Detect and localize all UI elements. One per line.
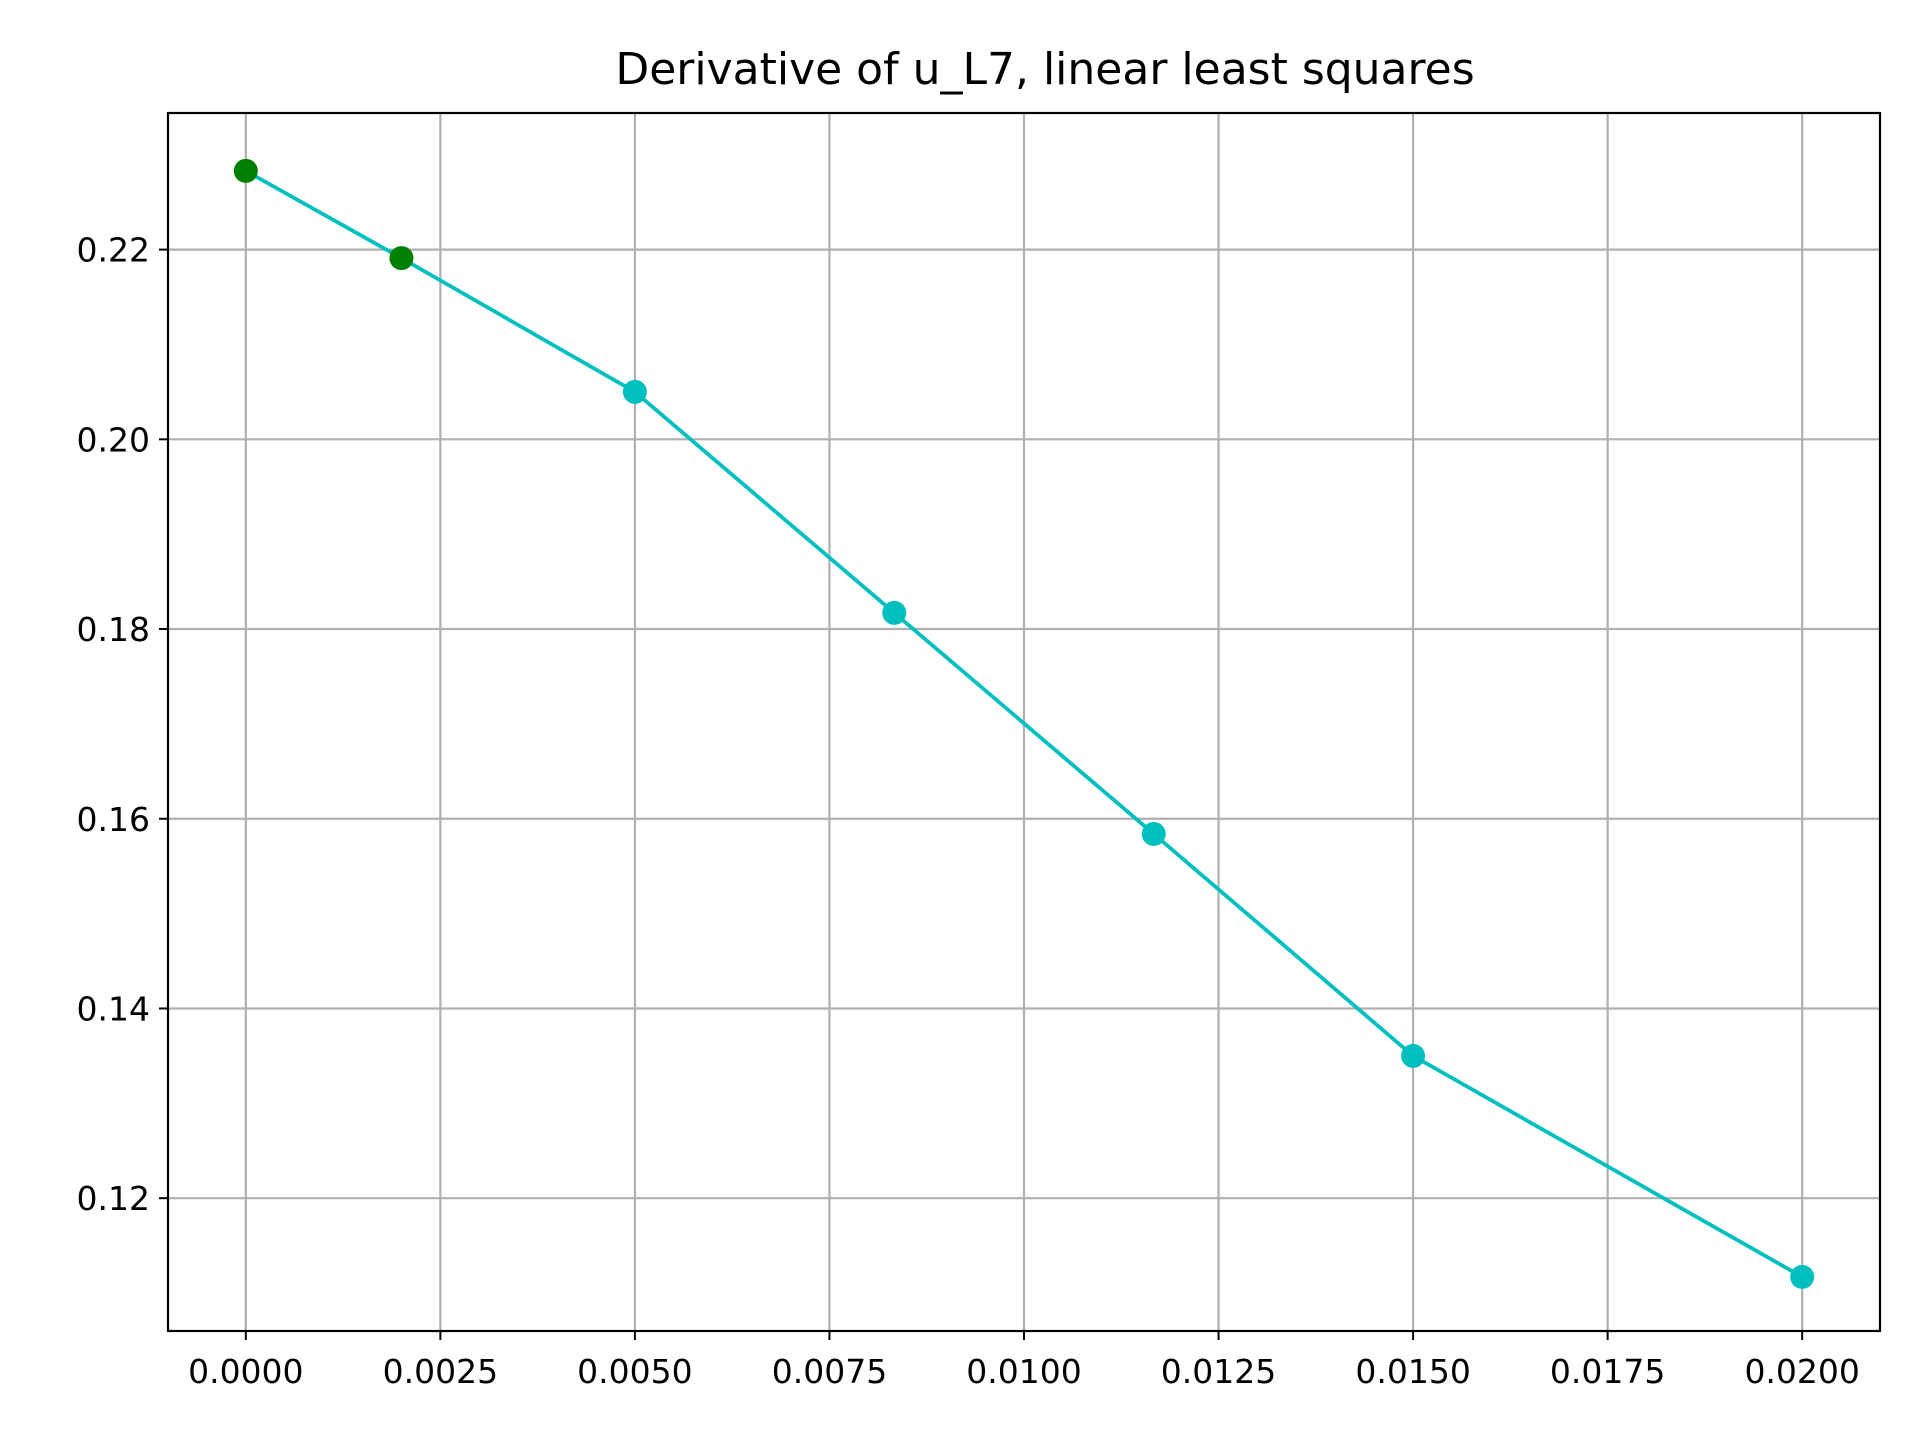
x-tick-label: 0.0050 — [577, 1352, 692, 1391]
x-tick-label: 0.0200 — [1744, 1352, 1859, 1391]
data-point — [389, 246, 414, 271]
data-point — [882, 600, 907, 625]
data-point — [1141, 821, 1166, 846]
x-tick-label: 0.0150 — [1355, 1352, 1470, 1391]
chart-title: Derivative of u_L7, linear least squares — [615, 44, 1474, 95]
data-point — [622, 379, 647, 404]
data-point — [233, 158, 258, 183]
y-tick-label: 0.12 — [77, 1179, 150, 1218]
y-tick-label: 0.22 — [77, 231, 150, 270]
x-tick-label: 0.0175 — [1550, 1352, 1665, 1391]
data-point — [1401, 1043, 1426, 1068]
axis-tick-labels: 0.0000 0.0025 0.0050 0.0075 0.0100 0.0125 0.01… — [77, 231, 1860, 1391]
y-tick-label: 0.16 — [77, 800, 150, 839]
x-tick-label: 0.0100 — [966, 1352, 1081, 1391]
y-tick-label: 0.20 — [77, 420, 150, 459]
series-group — [233, 158, 1815, 1289]
x-tick-label: 0.0000 — [188, 1352, 303, 1391]
y-tick-label: 0.18 — [77, 610, 150, 649]
data-point — [1790, 1264, 1815, 1289]
x-tick-label: 0.0125 — [1161, 1352, 1276, 1391]
axis-ticks — [159, 248, 1804, 1340]
x-tick-label: 0.0075 — [772, 1352, 887, 1391]
y-tick-label: 0.14 — [77, 989, 150, 1028]
axes-frame — [166, 111, 1882, 1333]
x-tick-label: 0.0025 — [383, 1352, 498, 1391]
